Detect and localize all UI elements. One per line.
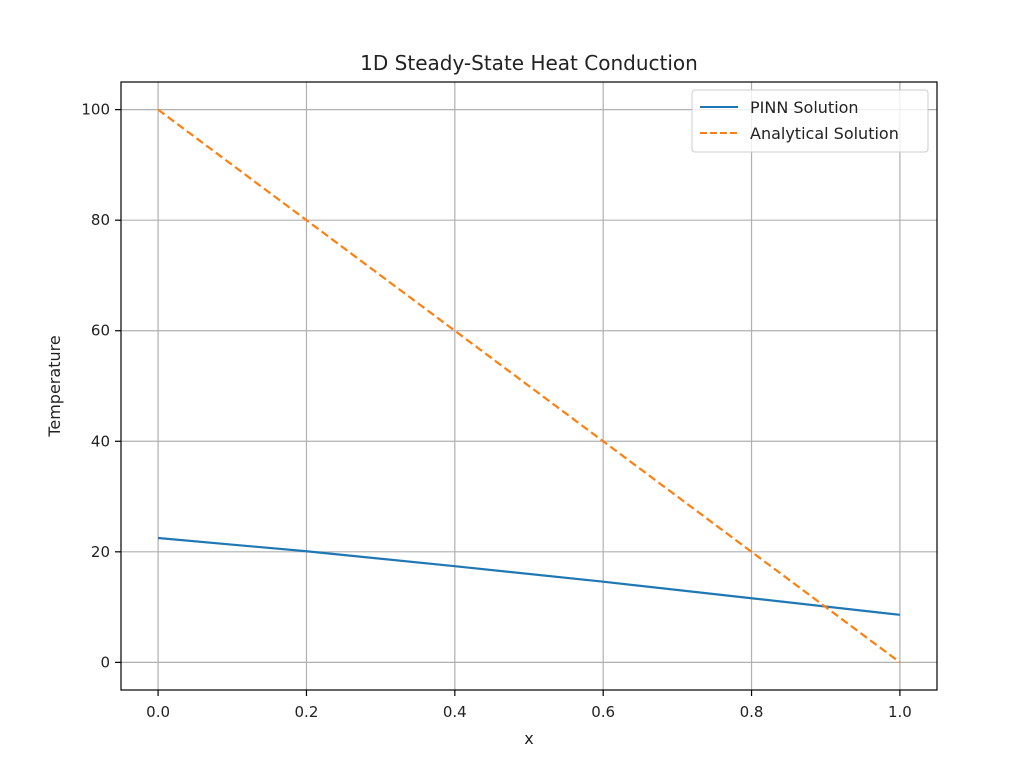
legend-box [691,89,929,153]
y-tick-label: 100 [81,101,110,119]
x-tick-label: 0.8 [740,703,764,721]
legend-label-pinn: PINN Solution [750,98,859,117]
series-line-0 [157,536,901,616]
y-axis: 0 20 40 60 80 100 [81,101,121,671]
y-axis-title: Temperature [45,335,64,437]
y-tick-label: 60 [91,322,110,340]
series-line-1 [157,108,901,664]
x-tick-label: 0.6 [591,703,615,721]
x-axis-title: x [524,729,533,748]
x-tick-label: 0.2 [295,703,319,721]
legend-label-analytical: Analytical Solution [750,124,899,143]
x-axis: 0.0 0.2 0.4 0.6 0.8 1.0 [146,690,912,721]
chart-title: 1D Steady-State Heat Conduction [360,51,698,75]
x-tick-label: 1.0 [888,703,912,721]
legend: PINN Solution Analytical Solution [691,89,929,153]
y-tick-label: 20 [91,543,110,561]
y-tick-label: 40 [91,432,110,450]
y-tick-label: 0 [100,653,110,671]
x-tick-label: 0.0 [146,703,170,721]
grid-lines [121,82,937,690]
series-layer [157,108,901,664]
y-tick-label: 80 [91,211,110,229]
plot-frame [120,81,938,691]
x-tick-label: 0.4 [443,703,467,721]
